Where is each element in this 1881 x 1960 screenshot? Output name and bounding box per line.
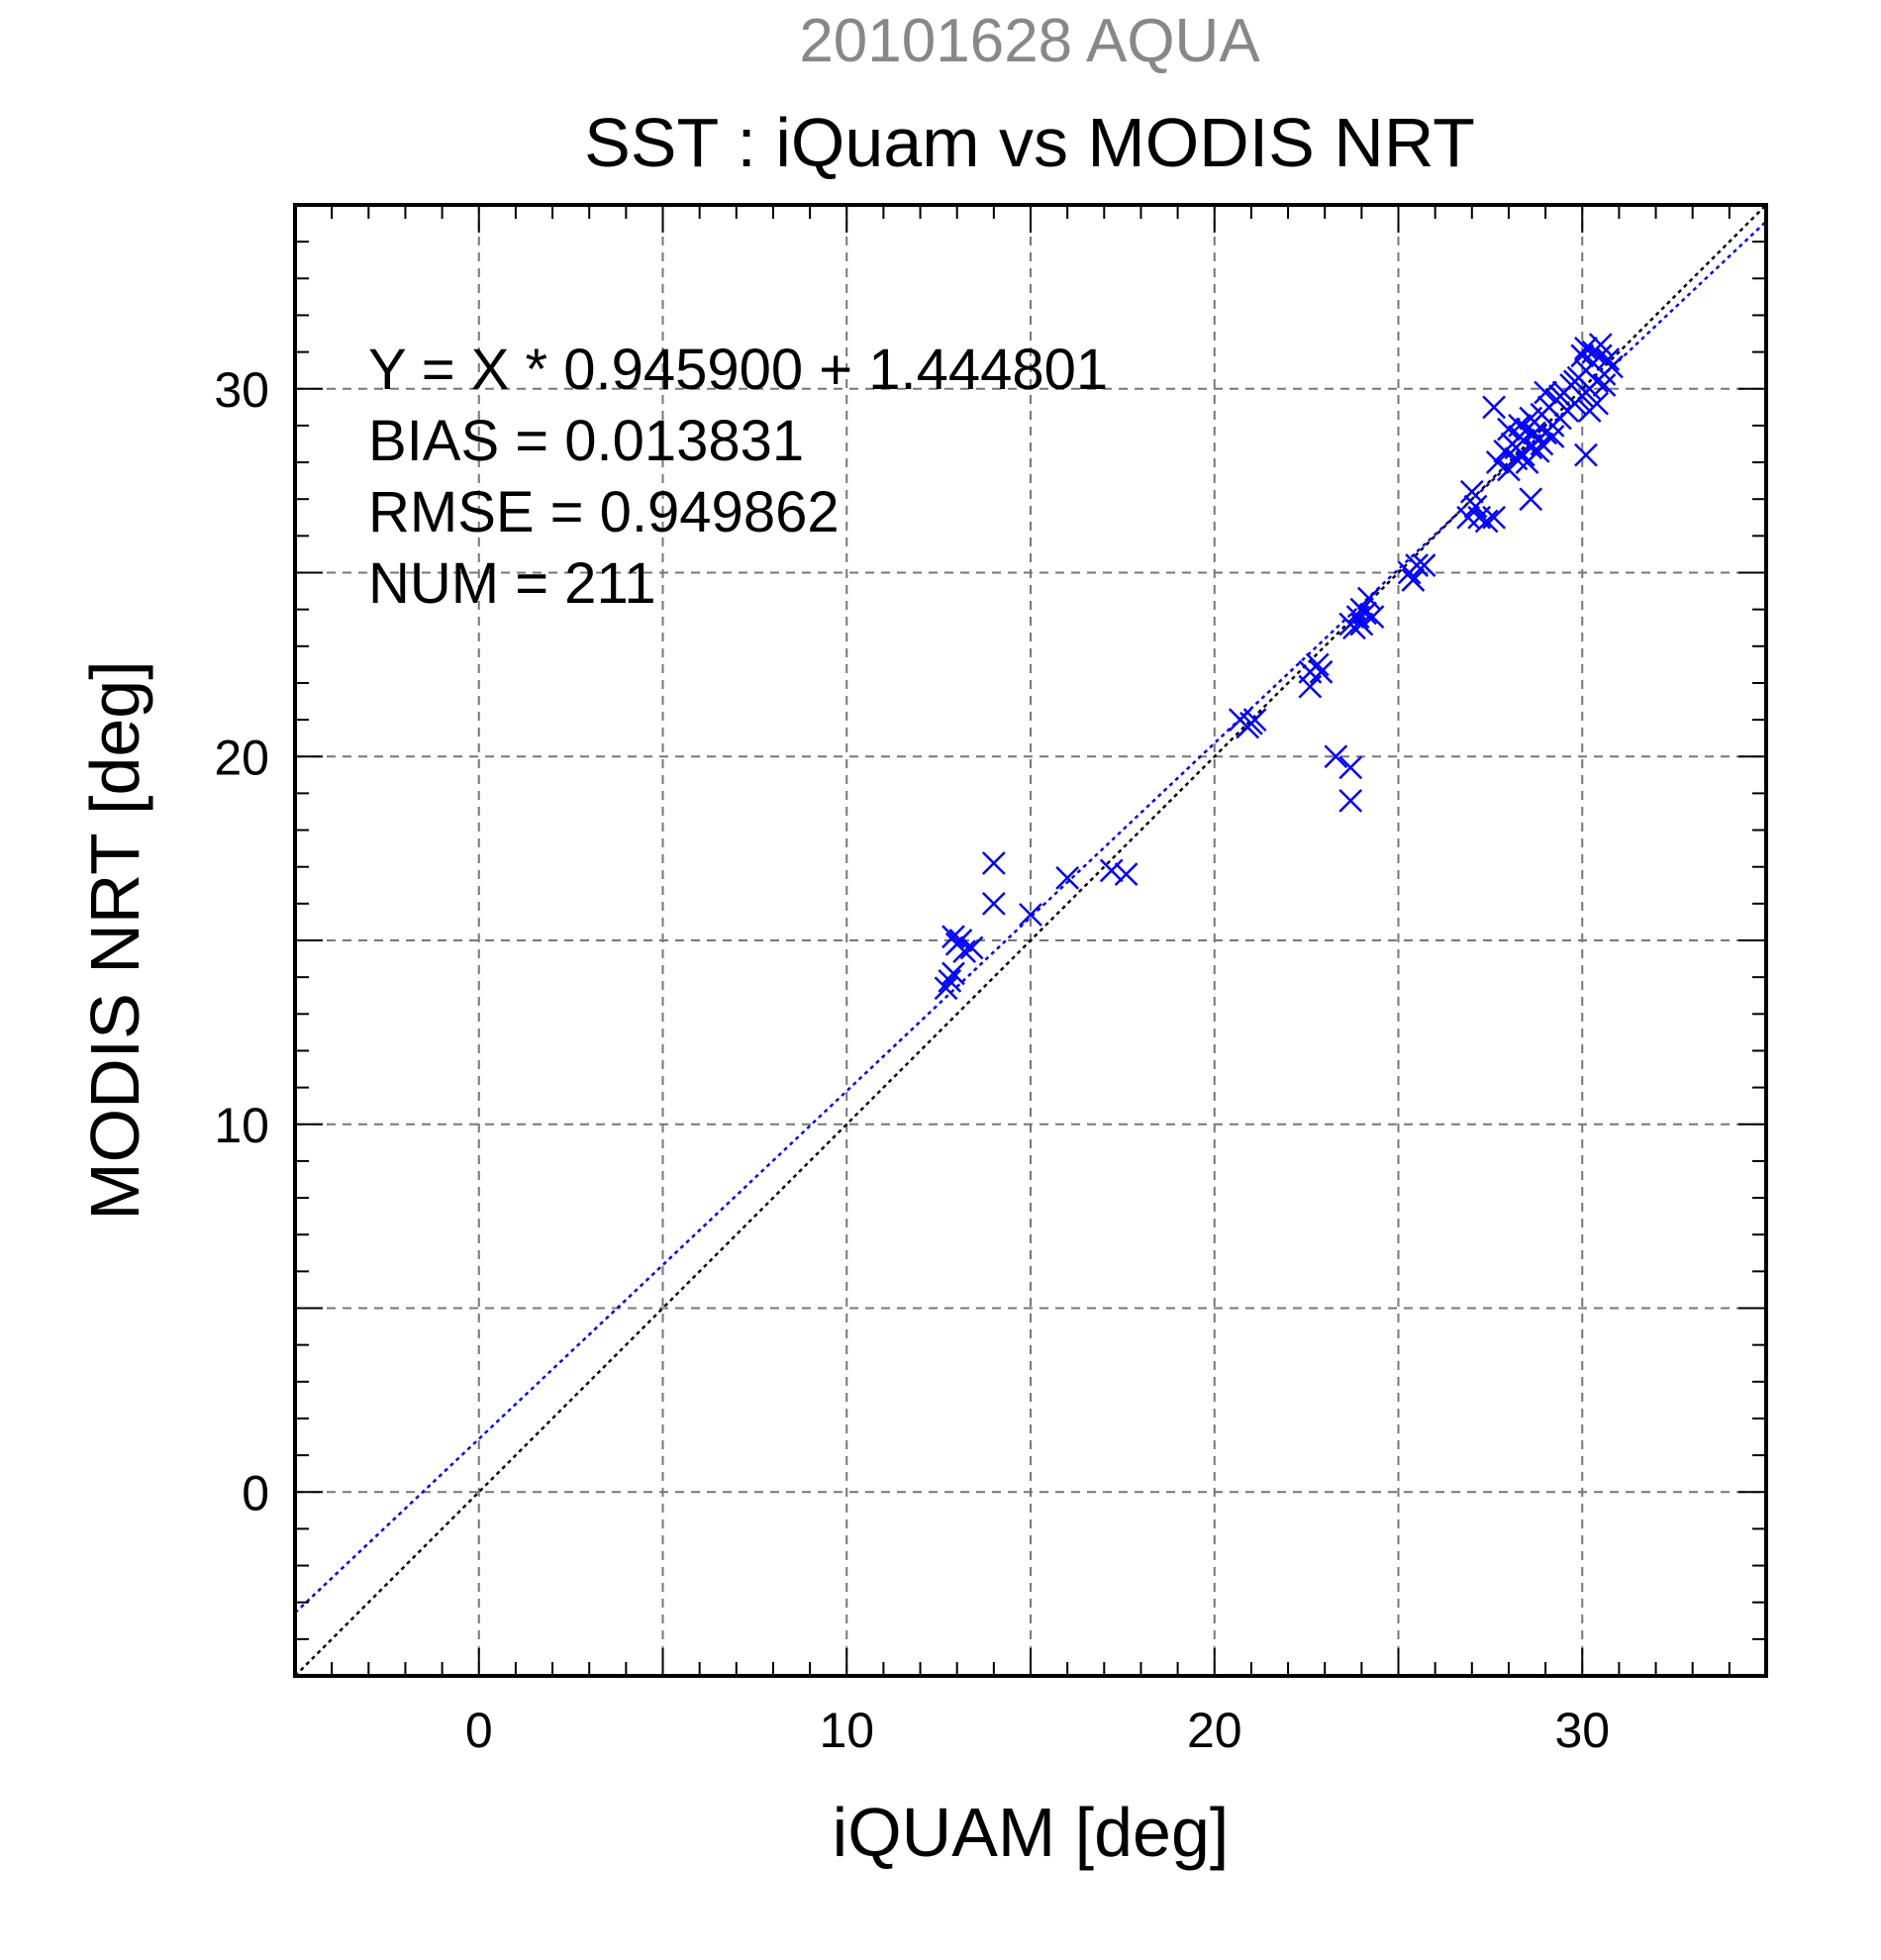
data-point <box>981 851 1006 875</box>
data-point <box>941 961 965 986</box>
fit-statistics: Y = X * 0.945900 + 1.444801 BIAS = 0.0138… <box>368 338 1108 616</box>
data-point <box>1596 347 1621 371</box>
data-point <box>1574 442 1598 467</box>
grid <box>295 205 1766 1676</box>
data-point <box>948 929 973 952</box>
data-point <box>1305 652 1330 677</box>
data-point <box>1482 395 1506 420</box>
data-point <box>1055 865 1080 890</box>
data-point <box>1405 553 1429 577</box>
data-point <box>1338 788 1363 813</box>
data-point <box>981 891 1006 916</box>
data-point <box>1497 417 1521 441</box>
data-point <box>1298 674 1323 699</box>
x-tick-label: 0 <box>465 1703 493 1758</box>
data-point <box>1485 450 1510 474</box>
data-point <box>1239 711 1263 735</box>
data-point <box>1324 744 1348 769</box>
data-point <box>1534 380 1557 405</box>
identity-line <box>294 204 1767 1677</box>
data-point <box>1114 862 1138 887</box>
data-point <box>1342 616 1366 640</box>
data-point <box>1540 425 1565 448</box>
data-point <box>1456 505 1480 530</box>
x-tick-label: 10 <box>819 1703 874 1758</box>
data-point <box>1592 373 1617 397</box>
y-axis-label: MODIS NRT [deg] <box>76 660 153 1220</box>
data-point <box>1356 586 1381 611</box>
data-point <box>1519 406 1543 431</box>
data-point <box>1309 659 1334 684</box>
data-point <box>1463 494 1488 519</box>
data-points <box>934 333 1624 1001</box>
x-axis-label: iQUAM [deg] <box>833 1794 1230 1871</box>
data-point <box>1519 487 1543 512</box>
data-point <box>1401 568 1426 592</box>
data-point <box>1600 354 1624 379</box>
data-point <box>1360 605 1385 629</box>
y-tick-label: 0 <box>242 1465 269 1520</box>
x-tick-label: 20 <box>1187 1703 1242 1758</box>
data-point <box>934 976 958 1001</box>
axis-ticks: 0 10 20 30 0 10 20 30 <box>214 204 1767 1758</box>
data-point <box>1349 597 1374 622</box>
data-point <box>1562 369 1587 394</box>
data-point <box>941 925 965 949</box>
chart-subtitle: 20101628 AQUA <box>799 7 1260 75</box>
data-point <box>1588 333 1613 357</box>
data-point <box>959 935 984 960</box>
data-point <box>1099 858 1124 883</box>
data-point <box>1574 337 1598 360</box>
y-tick-label: 20 <box>214 730 269 785</box>
data-point <box>1570 343 1595 368</box>
annotation-line: Y = X * 0.945900 + 1.444801 <box>368 338 1108 402</box>
data-point <box>1482 505 1506 530</box>
data-point <box>1504 436 1529 460</box>
data-point <box>1338 755 1363 780</box>
x-tick-label: 30 <box>1554 1703 1610 1758</box>
data-point <box>1577 399 1602 423</box>
data-point <box>1474 509 1499 534</box>
annotation-line: NUM = 211 <box>368 551 656 616</box>
data-point <box>938 968 962 993</box>
data-point <box>1459 479 1484 504</box>
y-tick-label: 10 <box>214 1098 269 1153</box>
plot-frame <box>293 203 1768 1678</box>
data-point <box>1019 903 1042 927</box>
y-tick-label: 30 <box>214 362 269 418</box>
chart-title: SST : iQuam vs MODIS NRT <box>584 104 1475 181</box>
data-point <box>1530 432 1554 456</box>
annotation-line: RMSE = 0.949862 <box>368 480 840 544</box>
data-point <box>1412 553 1436 577</box>
data-point <box>1523 421 1546 445</box>
annotation-line: BIAS = 0.013831 <box>368 409 804 473</box>
